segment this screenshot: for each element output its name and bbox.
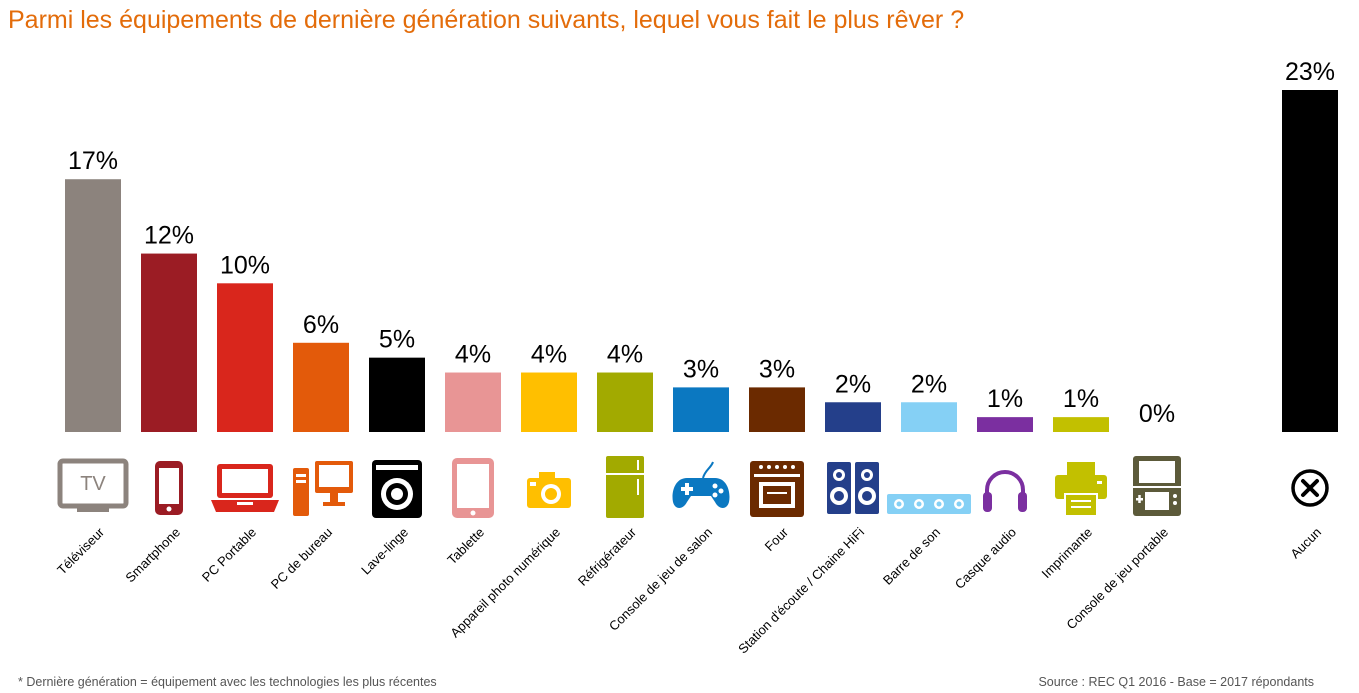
category-label: Smartphone xyxy=(122,525,183,586)
bar xyxy=(293,342,349,432)
bar xyxy=(521,372,577,432)
tv-icon: TV xyxy=(57,458,129,512)
bar xyxy=(445,372,501,432)
headphones-icon xyxy=(983,470,1027,512)
category-label: Lave-linge xyxy=(358,525,411,578)
bar xyxy=(1053,417,1109,432)
laptop-icon xyxy=(211,464,279,512)
tablet-icon xyxy=(452,458,494,518)
footnote: * Dernière génération = équipement avec … xyxy=(18,675,437,689)
smartphone-icon xyxy=(155,461,183,515)
value-label: 1% xyxy=(987,385,1023,413)
value-label: 23% xyxy=(1285,58,1335,86)
category-label: Station d'écoute / Chaine HiFi xyxy=(735,524,867,656)
bar xyxy=(217,283,273,432)
bar xyxy=(825,402,881,432)
category-label: Aucun xyxy=(1287,525,1324,562)
value-label: 1% xyxy=(1063,385,1099,413)
category-label: Téléviseur xyxy=(54,524,107,577)
printer-icon xyxy=(1055,462,1107,517)
fridge-icon xyxy=(606,456,644,518)
value-label: 3% xyxy=(759,355,795,383)
category-label: Barre de son xyxy=(880,525,943,588)
desktop-pc-icon xyxy=(293,461,353,516)
oven-icon xyxy=(750,461,804,517)
value-label: 5% xyxy=(379,326,415,354)
tv-icon-text: TV xyxy=(80,473,106,495)
category-label: Imprimante xyxy=(1039,525,1096,582)
category-label: Four xyxy=(762,524,792,554)
value-label: 0% xyxy=(1139,400,1175,428)
speakers-icon xyxy=(827,462,879,514)
value-label: 6% xyxy=(303,311,339,339)
bar xyxy=(673,387,729,432)
bar xyxy=(369,357,425,432)
category-label: Casque audio xyxy=(952,525,1019,592)
value-label: 3% xyxy=(683,355,719,383)
bar xyxy=(749,387,805,432)
bar xyxy=(1282,90,1338,432)
value-label: 4% xyxy=(455,341,491,369)
chart-title: Parmi les équipements de dernière généra… xyxy=(8,6,965,34)
value-label: 2% xyxy=(835,370,871,398)
category-label: PC Portable xyxy=(199,525,259,585)
camera-icon xyxy=(527,472,571,508)
bar xyxy=(65,179,121,432)
none-icon xyxy=(1291,469,1329,507)
value-label: 10% xyxy=(220,251,270,279)
category-label: Tablette xyxy=(444,525,487,568)
value-label: 17% xyxy=(68,147,118,175)
value-label: 4% xyxy=(531,341,567,369)
bar xyxy=(901,402,957,432)
bar xyxy=(141,253,197,432)
bar xyxy=(597,372,653,432)
value-label: 4% xyxy=(607,341,643,369)
handheld-console-icon xyxy=(1133,456,1181,516)
source-note: Source : REC Q1 2016 - Base = 2017 répon… xyxy=(1038,675,1314,689)
bar xyxy=(977,417,1033,432)
value-label: 12% xyxy=(144,222,194,250)
value-label: 2% xyxy=(911,370,947,398)
category-label: Réfrigérateur xyxy=(575,524,640,589)
soundbar-icon xyxy=(887,494,971,514)
gamepad-icon xyxy=(672,461,730,508)
washing-machine-icon xyxy=(372,460,422,518)
category-label: PC de bureau xyxy=(268,525,335,592)
